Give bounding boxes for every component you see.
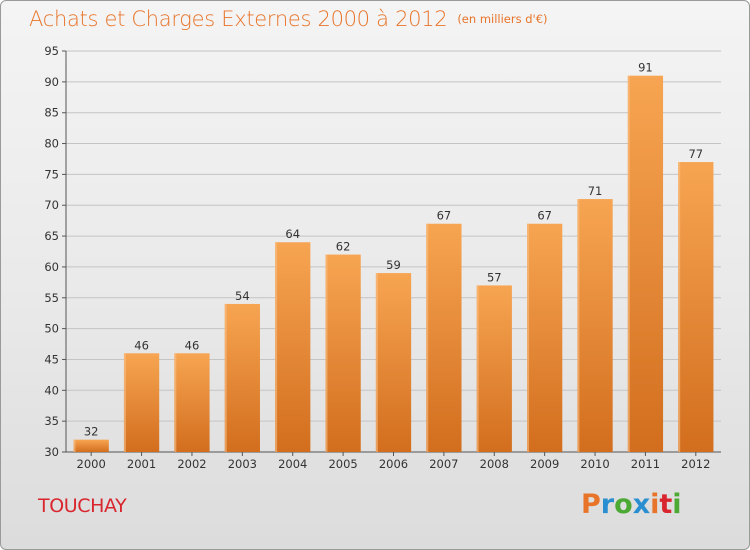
chart-title-text: Achats et Charges Externes 2000 à 2012	[29, 7, 448, 31]
value-label: 67	[437, 209, 452, 223]
logo-letter: t	[659, 489, 673, 520]
x-tick-label: 2002	[177, 457, 206, 471]
y-tick-label: 35	[44, 414, 59, 428]
bar-highlight	[627, 75, 630, 452]
x-tick-label: 2005	[328, 457, 357, 471]
y-tick-label: 60	[44, 260, 59, 274]
bar-highlight	[426, 223, 429, 452]
value-label: 57	[487, 270, 502, 284]
logo-letter: i	[672, 489, 682, 520]
y-tick-label: 95	[44, 44, 59, 58]
bar	[174, 353, 210, 452]
commune-name: TOUCHAY	[38, 495, 127, 517]
value-label: 46	[185, 338, 200, 352]
logo-letter: P	[581, 489, 601, 520]
bar	[123, 353, 160, 452]
x-tick-label: 2001	[127, 457, 156, 471]
bar-highlight	[375, 273, 378, 452]
x-tick-label: 2011	[631, 457, 660, 471]
value-label: 77	[688, 147, 703, 161]
bar-highlight	[275, 242, 278, 452]
value-label: 59	[386, 258, 401, 272]
bar	[224, 303, 260, 452]
x-tick-label: 2008	[480, 457, 509, 471]
value-label: 54	[235, 289, 250, 303]
value-label: 71	[588, 184, 603, 198]
x-tick-label: 2012	[681, 457, 710, 471]
x-tick-label: 2009	[530, 457, 559, 471]
value-label: 32	[84, 425, 99, 439]
proxiti-logo: Proxiti	[581, 489, 682, 520]
value-label: 67	[537, 209, 552, 223]
y-tick-label: 65	[44, 229, 59, 243]
logo-letter: r	[600, 489, 615, 520]
logo-letter: x	[632, 489, 651, 520]
y-tick-label: 80	[44, 137, 59, 151]
y-tick-label: 70	[44, 198, 59, 212]
bar	[527, 223, 563, 452]
bar-highlight	[577, 199, 580, 452]
y-tick-label: 40	[44, 383, 59, 397]
x-tick-label: 2006	[379, 457, 408, 471]
y-tick-label: 90	[44, 75, 59, 89]
x-tick-label: 2000	[77, 457, 106, 471]
x-tick-label: 2003	[228, 457, 257, 471]
y-tick-label: 85	[44, 106, 59, 120]
bar	[577, 199, 613, 452]
bar	[375, 273, 412, 452]
x-tick-label: 2004	[278, 457, 307, 471]
y-tick-label: 55	[44, 291, 59, 305]
bar-highlight	[678, 162, 681, 453]
bar	[627, 75, 664, 452]
chart-title: Achats et Charges Externes 2000 à 2012 (e…	[29, 7, 548, 31]
bar-highlight	[174, 353, 177, 452]
bar	[73, 439, 109, 452]
bar-highlight	[224, 303, 227, 452]
y-tick-label: 30	[44, 445, 59, 459]
bar-highlight	[476, 285, 479, 452]
y-tick-label: 75	[44, 167, 59, 181]
bar-highlight	[73, 439, 76, 452]
logo-letter: o	[614, 489, 633, 520]
logo-letter: i	[650, 489, 660, 520]
bar	[678, 162, 714, 453]
y-tick-label: 50	[44, 322, 59, 336]
bar	[275, 242, 311, 452]
chart-unit: (en milliers d'€)	[457, 12, 548, 26]
bar	[476, 285, 512, 452]
bar	[325, 254, 361, 452]
x-tick-label: 2010	[580, 457, 609, 471]
value-label: 91	[638, 61, 653, 75]
bar-highlight	[325, 254, 328, 452]
bar-highlight	[123, 353, 126, 452]
value-label: 64	[285, 227, 300, 241]
x-tick-label: 2007	[429, 457, 458, 471]
value-label: 46	[134, 338, 149, 352]
y-tick-label: 45	[44, 352, 59, 366]
value-label: 62	[336, 240, 351, 254]
bar	[426, 223, 462, 452]
bar-highlight	[527, 223, 530, 452]
